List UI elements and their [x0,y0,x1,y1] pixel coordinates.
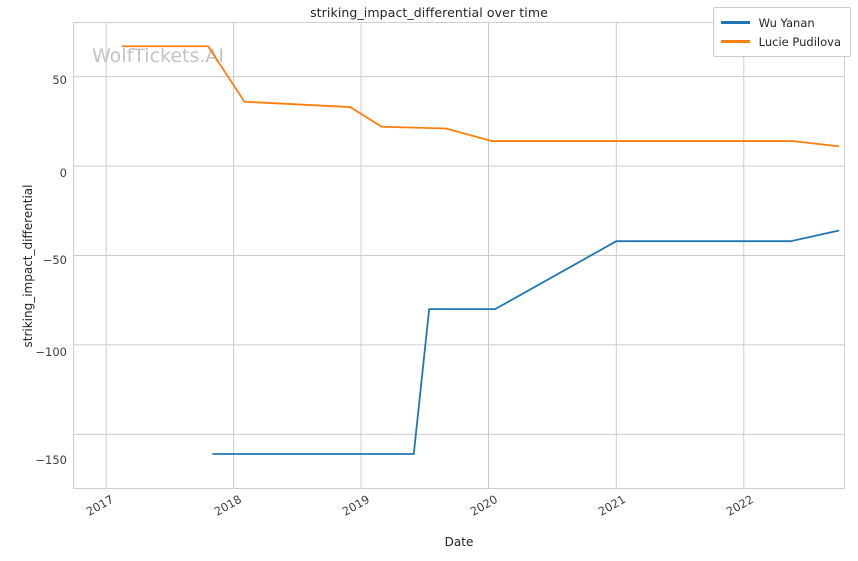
x-tick-label: 2018 [211,492,244,519]
x-tick-label: 2017 [83,492,117,519]
y-axis-label: striking_impact_differential [21,184,35,348]
chart-title: striking_impact_differential over time [310,5,548,20]
y-tick-label: −150 [35,453,67,467]
legend-swatch-icon [720,21,750,24]
y-tick-label: 50 [52,73,67,87]
series-lines [121,45,840,455]
y-tick-label: −50 [42,253,67,267]
grid-lines [74,23,844,488]
y-tick-label: 0 [59,166,67,180]
x-tick-label: 2022 [723,492,756,519]
legend-label: Wu Yanan [758,15,815,30]
y-axis-ticks: 50 0 −50 −100 −150 striking_impact_diffe… [0,22,67,489]
legend-swatch-icon [720,40,750,43]
legend-label: Lucie Pudilova [758,34,841,49]
legend-entry-wu-yanan: Wu Yanan [720,13,841,32]
x-tick-label: 2020 [467,492,500,519]
x-tick-label: 2021 [595,492,628,519]
x-axis-label: Date [444,535,474,549]
y-tick-label: −100 [35,345,67,359]
x-tick-label: 2019 [339,492,372,519]
chart-legend: Wu Yanan Lucie Pudilova [712,7,851,57]
legend-entry-lucie-pudilova: Lucie Pudilova [720,32,841,51]
plot-area: WolfTickets.AI [73,22,845,489]
